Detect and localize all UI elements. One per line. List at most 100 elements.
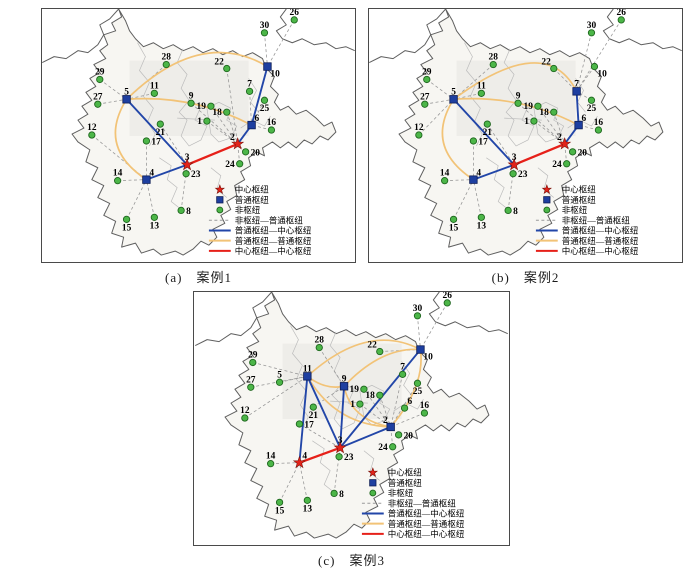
edge-nonhub-hub bbox=[390, 412, 425, 428]
edge-nonhub-hub bbox=[249, 91, 252, 126]
edge-center-center bbox=[186, 142, 239, 166]
panel-case2: 1 2 3 4 5 6 7 8 9 10 11 12 13 14 15 16 17 18 19 20 21 22 23 24 2… bbox=[368, 8, 683, 286]
edge-hub-hub bbox=[114, 98, 147, 181]
non-hub-circle-icon bbox=[395, 431, 403, 439]
non-hub-circle-icon bbox=[330, 489, 338, 498]
edge-hub-hub bbox=[441, 98, 474, 181]
node-label: 13 bbox=[150, 221, 160, 231]
edge-nonhub-hub bbox=[91, 134, 147, 180]
node-label: 7 bbox=[247, 79, 252, 89]
node-label: 9 bbox=[516, 91, 521, 101]
node-label: 25 bbox=[260, 104, 270, 114]
node-label: 13 bbox=[477, 221, 487, 231]
non-hub-circle-icon bbox=[290, 16, 298, 24]
edge-nonhub-hub bbox=[363, 389, 392, 428]
non-hub-circle-icon bbox=[245, 87, 254, 95]
province-outline bbox=[71, 9, 337, 256]
node-label: 15 bbox=[122, 223, 132, 233]
node-label: 3 bbox=[512, 153, 517, 163]
node-label: 4 bbox=[476, 169, 481, 179]
node-label: 12 bbox=[414, 123, 424, 133]
legend-label: 普通枢纽—中心枢纽 bbox=[388, 509, 465, 519]
node-label: 25 bbox=[587, 104, 597, 114]
non-hub-circle-icon bbox=[587, 29, 596, 37]
non-hub-circle-icon bbox=[421, 100, 429, 108]
node-label: 10 bbox=[423, 352, 433, 362]
ordinary-hub-square-icon bbox=[247, 120, 256, 130]
node-label: 2 bbox=[383, 416, 388, 426]
county-boundary bbox=[206, 101, 238, 143]
center-hub-star-icon bbox=[231, 137, 245, 150]
ordinary-hub-square-icon bbox=[449, 95, 458, 104]
non-hub-circle-icon bbox=[295, 420, 304, 428]
node-label: 15 bbox=[449, 223, 459, 233]
node-label: 14 bbox=[113, 169, 123, 179]
edge-nonhub-hub bbox=[117, 179, 147, 182]
non-hub-circle-icon bbox=[223, 64, 231, 73]
node-label: 1 bbox=[524, 117, 529, 127]
county-boundary bbox=[159, 157, 182, 210]
node-label: 30 bbox=[587, 21, 597, 31]
edge-nonhub-hub bbox=[564, 143, 568, 164]
node-label: 10 bbox=[597, 69, 607, 79]
county-boundary bbox=[331, 382, 361, 430]
non-hub-circle-icon bbox=[114, 177, 122, 185]
non-hub-circle-icon bbox=[242, 148, 250, 156]
non-hub-circle-icon bbox=[550, 108, 558, 116]
neighbor-boundary bbox=[369, 9, 447, 64]
node-label: 27 bbox=[246, 375, 256, 385]
county-boundary bbox=[178, 99, 208, 147]
edge-nonhub-hub bbox=[359, 403, 391, 428]
province-outline bbox=[398, 9, 664, 256]
edge-hub-hub bbox=[306, 339, 421, 377]
legend-label: 普通枢纽—普通枢纽 bbox=[388, 519, 465, 529]
node-label: 7 bbox=[574, 79, 579, 89]
node-label: 28 bbox=[489, 53, 499, 63]
non-hub-circle-icon bbox=[275, 378, 284, 386]
non-hub-circle-icon bbox=[477, 213, 485, 221]
non-hub-circle-icon bbox=[203, 117, 211, 125]
node-label: 24 bbox=[225, 160, 235, 170]
edge-nonhub-hub bbox=[279, 462, 300, 503]
non-hub-circle-icon bbox=[150, 89, 158, 97]
edge-nonhub-hub bbox=[190, 102, 238, 145]
node-label: 15 bbox=[275, 506, 285, 516]
edge-hub-center bbox=[452, 98, 515, 166]
center-hub-star-icon bbox=[333, 440, 347, 454]
legend-label: 中心枢纽 bbox=[235, 185, 270, 195]
legend-label: 非枢纽 bbox=[562, 205, 588, 215]
edge-nonhub-hub bbox=[226, 68, 239, 144]
node-label: 8 bbox=[339, 490, 344, 500]
edge-nonhub-hub bbox=[159, 123, 188, 165]
edge-nonhub-hub bbox=[270, 462, 300, 465]
non-hub-circle-icon bbox=[569, 148, 577, 156]
county-boundary bbox=[176, 48, 190, 101]
county-boundary bbox=[248, 78, 259, 113]
neighbor-boundary bbox=[42, 9, 120, 64]
node-label: 16 bbox=[594, 118, 604, 128]
non-hub-circle-icon bbox=[241, 414, 249, 422]
center-hub-star-icon bbox=[292, 455, 306, 469]
node-label: 13 bbox=[303, 504, 313, 514]
node-label: 14 bbox=[266, 452, 276, 462]
edge-nonhub-hub bbox=[418, 99, 454, 136]
non-hub-circle-icon bbox=[369, 489, 377, 497]
edge-nonhub-hub bbox=[252, 362, 308, 377]
legend-label: 普通枢纽—中心枢纽 bbox=[235, 226, 312, 236]
edge-nonhub-hub bbox=[210, 106, 239, 145]
edge-nonhub-hub bbox=[486, 123, 515, 165]
legend-label: 普通枢纽 bbox=[388, 478, 423, 488]
non-hub-circle-icon bbox=[400, 404, 409, 412]
center-hub-star-icon bbox=[367, 467, 378, 477]
neighbor-boundary bbox=[275, 9, 355, 52]
non-hub-circle-icon bbox=[504, 206, 512, 215]
edge-nonhub-hub bbox=[237, 143, 241, 164]
county-boundary bbox=[567, 115, 598, 129]
non-hub-circle-icon bbox=[315, 343, 323, 352]
edge-nonhub-hub bbox=[553, 112, 566, 145]
edge-nonhub-hub bbox=[206, 120, 238, 145]
edge-hub-center bbox=[250, 66, 269, 126]
non-hub-circle-icon bbox=[550, 64, 558, 73]
node-label: 20 bbox=[578, 148, 588, 158]
non-hub-circle-icon bbox=[356, 400, 364, 408]
